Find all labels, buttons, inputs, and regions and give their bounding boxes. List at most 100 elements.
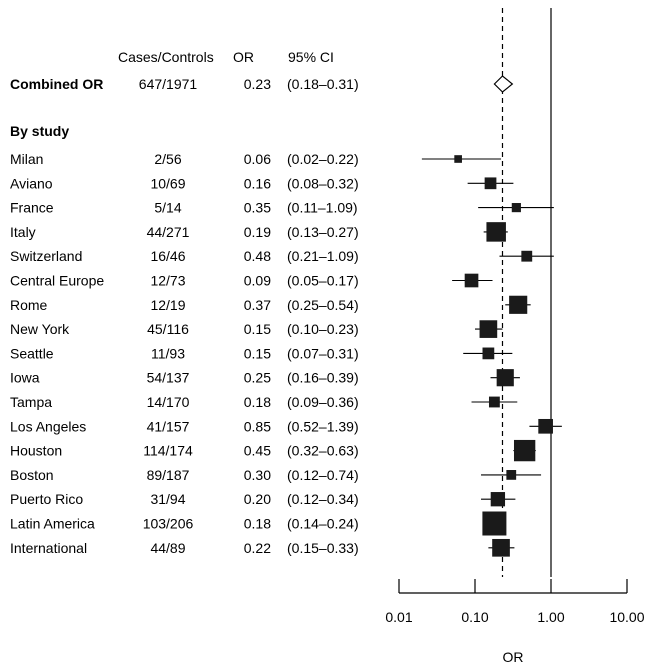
- study-cases-controls: 12/73: [150, 273, 185, 289]
- study-or: 0.35: [244, 200, 271, 216]
- or-square: [479, 320, 498, 338]
- header-or: OR: [233, 49, 254, 65]
- study-or: 0.15: [244, 321, 271, 337]
- or-square: [486, 222, 506, 242]
- study-cases-controls: 89/187: [147, 467, 190, 483]
- or-square: [482, 347, 495, 360]
- study-cases-controls: 2/56: [154, 151, 181, 167]
- combined-cases-controls: 647/1971: [139, 76, 198, 92]
- combined-diamond: [493, 75, 514, 93]
- study-ci: (0.13–0.27): [287, 224, 359, 240]
- study-cases-controls: 44/89: [150, 540, 185, 556]
- study-ci: (0.10–0.23): [287, 321, 359, 337]
- study-ci: (0.16–0.39): [287, 370, 359, 386]
- study-name: France: [10, 200, 54, 216]
- study-ci: (0.15–0.33): [287, 540, 359, 556]
- study-ci: (0.12–0.34): [287, 491, 359, 507]
- or-square: [513, 439, 536, 462]
- study-or: 0.37: [244, 297, 271, 313]
- study-name: Central Europe: [10, 273, 104, 289]
- study-cases-controls: 45/116: [147, 321, 189, 337]
- study-cases-controls: 41/157: [147, 418, 190, 434]
- study-cases-controls: 5/14: [154, 200, 181, 216]
- study-ci: (0.25–0.54): [287, 297, 359, 313]
- header-ci: 95% CI: [288, 49, 334, 65]
- combined-or: 0.23: [244, 76, 271, 92]
- or-square: [521, 250, 533, 262]
- study-cases-controls: 14/170: [147, 394, 190, 410]
- x-tick-label: 1.00: [537, 609, 564, 625]
- study-ci: (0.12–0.74): [287, 467, 359, 483]
- or-square: [482, 511, 507, 536]
- study-name: Milan: [10, 151, 43, 167]
- study-cases-controls: 16/46: [150, 248, 185, 264]
- plot-marks: [421, 8, 562, 577]
- study-cases-controls: 44/271: [147, 224, 190, 240]
- study-cases-controls: 12/19: [150, 297, 185, 313]
- study-cases-controls: 10/69: [150, 175, 185, 191]
- header-cases-controls: Cases/Controls: [118, 49, 214, 65]
- study-or: 0.22: [244, 540, 271, 556]
- combined-label: Combined OR: [10, 76, 103, 92]
- study-name: Rome: [10, 297, 48, 313]
- or-square: [454, 155, 462, 163]
- study-name: International: [10, 540, 87, 556]
- study-ci: (0.05–0.17): [287, 273, 359, 289]
- study-cases-controls: 11/93: [151, 345, 185, 361]
- study-name: Latin America: [10, 516, 95, 532]
- study-cases-controls: 54/137: [147, 370, 190, 386]
- or-square: [484, 177, 497, 190]
- study-ci: (0.11–1.09): [287, 200, 358, 216]
- study-cases-controls: 31/94: [150, 491, 185, 507]
- study-name: Switzerland: [10, 248, 82, 264]
- study-name: Aviano: [10, 175, 53, 191]
- study-name: Italy: [10, 224, 36, 240]
- or-square: [509, 295, 528, 314]
- study-name: Puerto Rico: [10, 491, 83, 507]
- study-name: Seattle: [10, 345, 54, 361]
- or-square: [492, 538, 510, 557]
- study-name: Houston: [10, 443, 62, 459]
- study-name: Boston: [10, 467, 54, 483]
- study-ci: (0.09–0.36): [287, 394, 359, 410]
- study-or: 0.19: [244, 224, 271, 240]
- group-label: By study: [10, 123, 69, 139]
- or-square: [488, 396, 500, 408]
- study-or: 0.18: [244, 516, 271, 532]
- study-name: New York: [10, 321, 70, 337]
- study-or: 0.15: [244, 345, 271, 361]
- study-or: 0.30: [244, 467, 271, 483]
- or-square: [496, 369, 514, 387]
- study-or: 0.45: [244, 443, 271, 459]
- x-tick-label: 0.01: [385, 609, 412, 625]
- study-or: 0.16: [244, 175, 271, 191]
- x-axis: 0.01 0.10 1.00 10.00: [385, 579, 645, 625]
- study-ci: (0.14–0.24): [287, 516, 359, 532]
- study-cases-controls: 103/206: [143, 516, 194, 532]
- study-ci: (0.52–1.39): [287, 418, 359, 434]
- study-or: 0.48: [244, 248, 271, 264]
- study-or: 0.25: [244, 370, 271, 386]
- or-square: [506, 470, 517, 480]
- x-tick-label: 0.10: [461, 609, 488, 625]
- study-ci: (0.21–1.09): [287, 248, 359, 264]
- study-name: Los Angeles: [10, 418, 86, 434]
- study-ci: (0.32–0.63): [287, 443, 359, 459]
- study-ci: (0.08–0.32): [287, 175, 359, 191]
- study-name: Iowa: [10, 370, 40, 386]
- x-tick-label: 10.00: [609, 609, 644, 625]
- study-ci: (0.02–0.22): [287, 151, 359, 167]
- study-or: 0.20: [244, 491, 271, 507]
- study-or: 0.09: [244, 273, 271, 289]
- or-square: [511, 203, 521, 213]
- study-or: 0.06: [244, 151, 271, 167]
- study-or: 0.85: [244, 418, 271, 434]
- combined-ci: (0.18–0.31): [287, 76, 359, 92]
- study-or: 0.18: [244, 394, 271, 410]
- or-square: [538, 418, 553, 434]
- study-name: Tampa: [10, 394, 52, 410]
- or-square: [490, 492, 506, 507]
- x-axis-label: OR: [503, 649, 524, 665]
- study-rows: Milan 2/56 0.06 (0.02–0.22) Aviano 10/69 0.16 (…: [10, 151, 359, 556]
